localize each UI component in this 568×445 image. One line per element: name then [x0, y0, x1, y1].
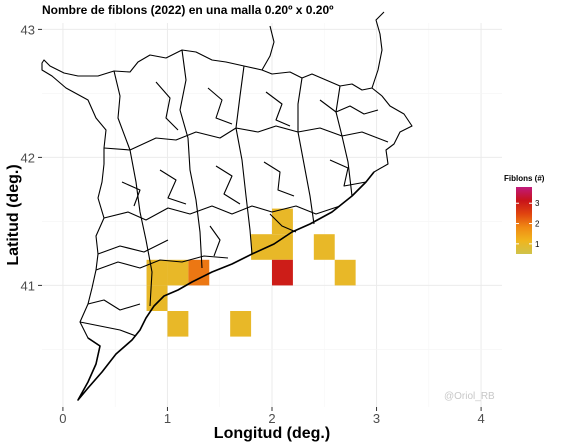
y-axis-title: Latitud (deg.) [5, 164, 22, 265]
comarca-boundary [159, 169, 187, 205]
legend-color-bar [516, 187, 532, 254]
comarca-boundary [263, 161, 295, 197]
comarca-boundary [121, 181, 141, 207]
credit-watermark: @Oriol_RB [444, 391, 495, 402]
heatmap-cell [188, 259, 210, 286]
comarca-boundary [113, 70, 153, 307]
catalonia-comarques-map [41, 11, 413, 401]
comarca-boundary [209, 225, 221, 257]
comarca-boundary [87, 299, 141, 311]
x-axis-ticks: 0 1 2 3 4 [59, 407, 485, 426]
comarca-boundary [155, 81, 179, 131]
legend-title: Fiblons (#) [504, 174, 545, 183]
y-tick-label: 42 [21, 150, 35, 165]
chart-title: Nombre de fiblons (2022) en una malla 0.… [42, 3, 334, 17]
comarca-boundary [235, 65, 253, 255]
heatmap-cell [272, 259, 293, 286]
x-tick-label: 1 [164, 411, 171, 426]
legend-tick-label: 3 [535, 199, 540, 208]
heatmap-cell [272, 234, 293, 260]
heatmap-cells [146, 208, 356, 337]
heatmap-cell [230, 311, 252, 337]
heatmap-cell [167, 311, 189, 337]
legend: Fiblons (#) 1 2 3 [504, 174, 545, 254]
x-axis-title: Longitud (deg.) [214, 425, 330, 442]
heatmap-cell [251, 234, 272, 260]
comarca-boundary [335, 85, 353, 197]
heatmap-cell [313, 234, 335, 260]
comarca-boundary [103, 205, 341, 221]
coastline [77, 171, 375, 401]
comarca-boundary [179, 49, 203, 269]
comarca-boundary [103, 125, 389, 151]
x-tick-label: 3 [373, 411, 380, 426]
heatmap-cell [334, 259, 356, 286]
y-tick-label: 41 [21, 278, 35, 293]
comarca-boundary [297, 77, 315, 225]
comarca-boundary [215, 165, 241, 205]
x-tick-label: 2 [268, 411, 275, 426]
comarca-boundary [97, 239, 169, 255]
y-axis-ticks: 41 42 43 [21, 22, 42, 293]
heatmap-cell [167, 259, 189, 286]
comarca-boundary [329, 159, 367, 187]
legend-tick-label: 2 [535, 220, 540, 229]
legend-tick-label: 1 [535, 240, 540, 249]
heatmap-cell [272, 208, 293, 235]
comarca-boundary [269, 213, 297, 233]
comarca-boundary [207, 87, 233, 125]
y-tick-label: 43 [21, 22, 35, 37]
comarca-boundary [319, 99, 379, 115]
comarca-boundary [265, 91, 291, 127]
frontier-line [371, 11, 385, 89]
comarca-boundary [95, 255, 229, 271]
frontier-line [261, 25, 275, 71]
x-tick-label: 0 [59, 411, 66, 426]
heatmap-cell [146, 285, 168, 311]
x-tick-label: 4 [477, 411, 484, 426]
legend-ticks: 1 2 3 [516, 199, 540, 249]
comarca-boundary [79, 321, 137, 337]
